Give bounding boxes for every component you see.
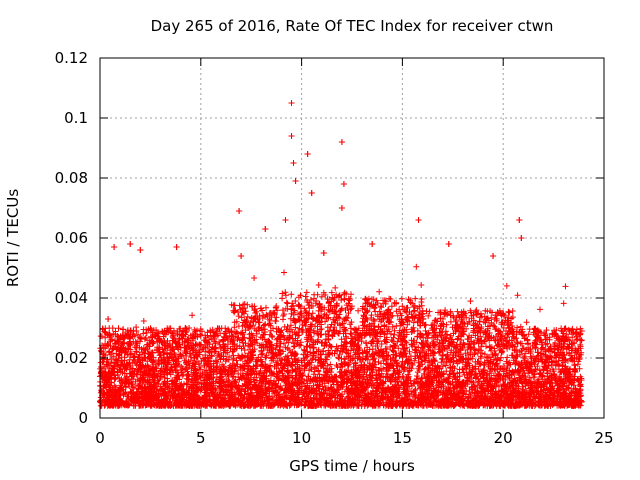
- roti-peak-point: [518, 235, 525, 241]
- roti-peak-point: [288, 100, 295, 106]
- roti-peak-point: [288, 133, 295, 139]
- roti-peak-point: [415, 217, 422, 223]
- roti-peak-point: [338, 139, 345, 145]
- roti-point-markers: [97, 100, 585, 409]
- roti-peak-point: [369, 241, 376, 247]
- x-tick-label: 15: [393, 429, 412, 447]
- x-tick-label: 0: [95, 429, 105, 447]
- roti-peak-point: [111, 244, 118, 250]
- y-axis-ticks: 0 0.02 0.04 0.06 0.08 0.1 0.12: [55, 49, 604, 427]
- x-tick-label: 10: [292, 429, 311, 447]
- roti-peak-point: [137, 247, 144, 253]
- y-tick-label: 0: [78, 409, 88, 427]
- roti-peak-point: [282, 217, 289, 223]
- y-tick-label: 0.08: [55, 169, 88, 187]
- roti-peak-point: [340, 181, 347, 187]
- roti-peak-point: [173, 244, 180, 250]
- roti-peak-point: [445, 241, 452, 247]
- roti-peak-point: [490, 253, 497, 259]
- roti-peak-point: [127, 241, 134, 247]
- y-tick-label: 0.04: [55, 289, 88, 307]
- x-tick-label: 5: [196, 429, 206, 447]
- y-axis-title: ROTI / TECUs: [4, 189, 22, 287]
- roti-peak-point: [304, 151, 311, 157]
- roti-peak-point: [292, 178, 299, 184]
- roti-peak-point: [105, 316, 112, 322]
- x-tick-label: 20: [494, 429, 513, 447]
- y-tick-label: 0.1: [64, 109, 88, 127]
- roti-peak-point: [236, 208, 243, 214]
- roti-peak-point: [238, 253, 245, 259]
- roti-peak-point: [290, 160, 297, 166]
- chart-title: Day 265 of 2016, Rate Of TEC Index for r…: [151, 17, 554, 35]
- x-axis-title: GPS time / hours: [289, 457, 415, 475]
- y-tick-label: 0.06: [55, 229, 88, 247]
- roti-peak-point: [308, 190, 315, 196]
- roti-peak-point: [320, 250, 327, 256]
- x-tick-label: 25: [594, 429, 613, 447]
- roti-peak-point: [516, 217, 523, 223]
- data-points: [97, 100, 585, 409]
- roti-peak-point: [262, 226, 269, 232]
- x-axis-ticks: 0 5 10 15 20 25: [95, 58, 614, 447]
- y-tick-label: 0.12: [55, 49, 88, 67]
- y-tick-label: 0.02: [55, 349, 88, 367]
- roti-peak-point: [338, 205, 345, 211]
